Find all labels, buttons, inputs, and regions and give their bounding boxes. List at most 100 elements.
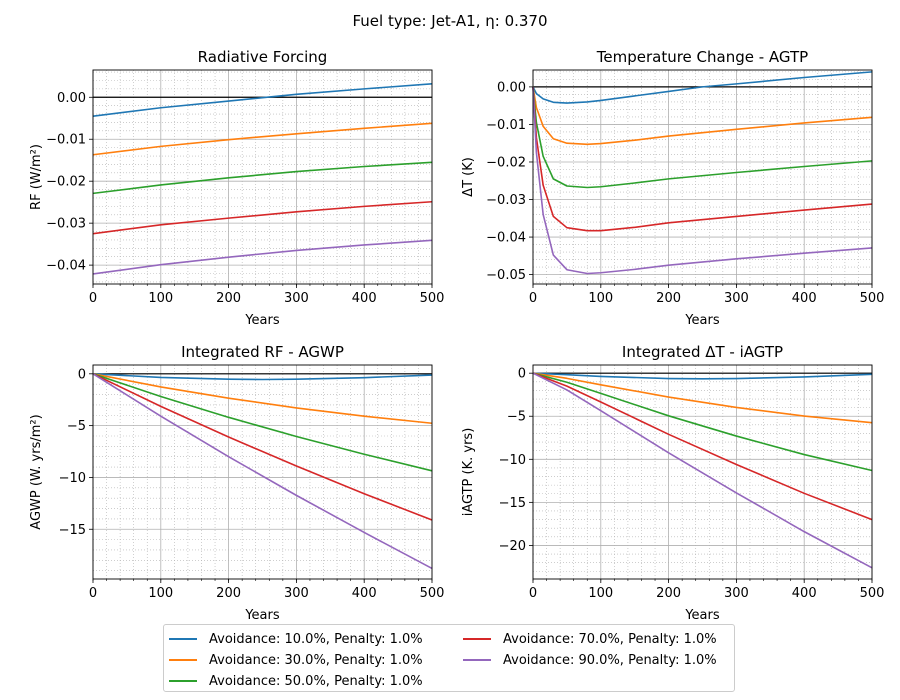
legend: Avoidance: 10.0%, Penalty: 1.0% Avoidanc… (163, 624, 735, 692)
agtp-series-5 (532, 86, 873, 275)
rf-x-tick-label: 500 (420, 291, 445, 306)
iagtp-y-tick-label: −5 (507, 410, 526, 425)
iagtp-x-tick-label: 300 (724, 586, 749, 601)
agwp-y-tick-label: −5 (67, 419, 86, 434)
agwp-title: Integrated RF - AGWP (181, 343, 344, 361)
rf-series-1 (92, 83, 433, 117)
agwp-x-tick-label: 500 (420, 586, 445, 601)
legend-swatch-4 (463, 638, 491, 640)
agwp-x-tick-label: 0 (89, 586, 97, 601)
rf-title: Radiative Forcing (198, 48, 328, 66)
agtp-x-tick-label: 500 (860, 291, 885, 306)
legend-item-4: Avoidance: 70.0%, Penalty: 1.0% (463, 630, 717, 648)
iagtp-x-tick-label: 100 (588, 586, 613, 601)
iagtp-axes-frame (532, 364, 873, 580)
legend-swatch-3 (169, 680, 197, 682)
agtp-axes-frame (532, 69, 873, 285)
iagtp-series-1 (532, 372, 873, 380)
rf-x-axis-label: Years (244, 313, 280, 328)
figure-title: Fuel type: Jet-A1, η: 0.370 (352, 12, 548, 30)
legend-label-2: Avoidance: 30.0%, Penalty: 1.0% (209, 652, 423, 668)
iagtp-series-5 (532, 372, 873, 569)
agtp-x-axis-label: Years (684, 313, 720, 328)
legend-label-5: Avoidance: 90.0%, Penalty: 1.0% (503, 652, 717, 668)
agwp-axes-frame (92, 364, 433, 580)
agtp-y-tick-label: 0.00 (497, 80, 526, 95)
iagtp-y-tick-label: −15 (499, 496, 526, 511)
agwp-y-tick-label: −10 (59, 471, 86, 486)
legend-item-3: Avoidance: 50.0%, Penalty: 1.0% (169, 672, 423, 690)
iagtp-y-tick-label: −10 (499, 453, 526, 468)
agtp-series-3 (532, 86, 873, 189)
legend-item-5: Avoidance: 90.0%, Penalty: 1.0% (463, 651, 717, 669)
legend-label-3: Avoidance: 50.0%, Penalty: 1.0% (209, 673, 423, 689)
iagtp-y-axis-label: iAGTP (K. yrs) (461, 428, 476, 517)
iagtp-x-tick-label: 0 (529, 586, 537, 601)
agwp-series-4 (92, 373, 433, 521)
rf-y-tick-label: 0.00 (57, 91, 86, 106)
agwp-x-tick-label: 100 (148, 586, 173, 601)
agwp-series-3 (92, 373, 433, 472)
agtp-series-4 (532, 86, 873, 232)
rf-x-tick-label: 400 (352, 291, 377, 306)
agwp-y-axis-label: AGWP (W. yrs/m²) (29, 414, 44, 529)
agwp-x-tick-label: 300 (284, 586, 309, 601)
agwp-y-tick-label: −15 (59, 523, 86, 538)
iagtp-x-tick-label: 400 (792, 586, 817, 601)
iagtp-y-tick-label: −20 (499, 539, 526, 554)
iagtp-series-3 (532, 372, 873, 472)
agwp-x-tick-label: 200 (216, 586, 241, 601)
agwp-y-tick-label: 0 (78, 367, 86, 382)
agtp-y-tick-label: −0.02 (486, 155, 526, 170)
agtp-x-tick-label: 400 (792, 291, 817, 306)
rf-series-3 (92, 161, 433, 195)
panel-rf: 0 100 200 300 400 500 0.00 −0.01 −0.02 −0.03 −0.04… (29, 48, 444, 328)
rf-x-tick-label: 100 (148, 291, 173, 306)
agwp-series-1 (92, 373, 433, 381)
agwp-x-tick-label: 400 (352, 586, 377, 601)
agtp-y-tick-label: −0.04 (486, 231, 526, 246)
rf-y-axis-label: RF (W/m²) (29, 144, 44, 210)
agwp-series-2 (92, 373, 433, 425)
rf-y-tick-label: −0.02 (46, 175, 86, 190)
agwp-series-5 (92, 373, 433, 570)
iagtp-x-tick-label: 500 (860, 586, 885, 601)
legend-item-2: Avoidance: 30.0%, Penalty: 1.0% (169, 651, 423, 669)
iagtp-title: Integrated ΔT - iAGTP (622, 343, 783, 361)
agtp-x-tick-label: 200 (656, 291, 681, 306)
legend-swatch-1 (169, 638, 197, 640)
agtp-y-tick-label: −0.05 (486, 268, 526, 283)
legend-swatch-5 (463, 659, 491, 661)
iagtp-x-axis-label: Years (684, 608, 720, 623)
rf-series-5 (92, 239, 433, 275)
panel-iagtp: 0 100 200 300 400 500 0 −5 −10 −15 −20 Integrated Δ… (461, 343, 884, 623)
rf-axes-frame (92, 69, 433, 285)
agtp-x-tick-label: 0 (529, 291, 537, 306)
panel-agwp: 0 100 200 300 400 500 0 −5 −10 −15 Integrated RF -… (29, 343, 444, 623)
agwp-x-axis-label: Years (244, 608, 280, 623)
agtp-title: Temperature Change - AGTP (596, 48, 808, 66)
iagtp-x-tick-label: 200 (656, 586, 681, 601)
panel-agtp: 0 100 200 300 400 500 0.00 −0.01 −0.02 −0.03 −0.04… (461, 48, 884, 328)
rf-y-tick-label: −0.03 (46, 217, 86, 232)
rf-x-tick-label: 0 (89, 291, 97, 306)
rf-x-tick-label: 200 (216, 291, 241, 306)
rf-y-tick-label: −0.01 (46, 133, 86, 148)
agtp-series-1 (532, 71, 873, 104)
agtp-y-tick-label: −0.03 (486, 193, 526, 208)
legend-swatch-2 (169, 659, 197, 661)
rf-y-tick-label: −0.04 (46, 259, 86, 274)
iagtp-y-tick-label: 0 (518, 367, 526, 382)
legend-item-1: Avoidance: 10.0%, Penalty: 1.0% (169, 630, 423, 648)
iagtp-series-4 (532, 372, 873, 521)
rf-x-tick-label: 300 (284, 291, 309, 306)
legend-label-1: Avoidance: 10.0%, Penalty: 1.0% (209, 631, 423, 647)
agtp-x-tick-label: 300 (724, 291, 749, 306)
agtp-y-axis-label: ΔT (K) (461, 157, 476, 197)
rf-series-4 (92, 200, 433, 235)
legend-label-4: Avoidance: 70.0%, Penalty: 1.0% (503, 631, 717, 647)
agtp-y-tick-label: −0.01 (486, 118, 526, 133)
agtp-x-tick-label: 100 (588, 291, 613, 306)
iagtp-series-2 (532, 372, 873, 424)
